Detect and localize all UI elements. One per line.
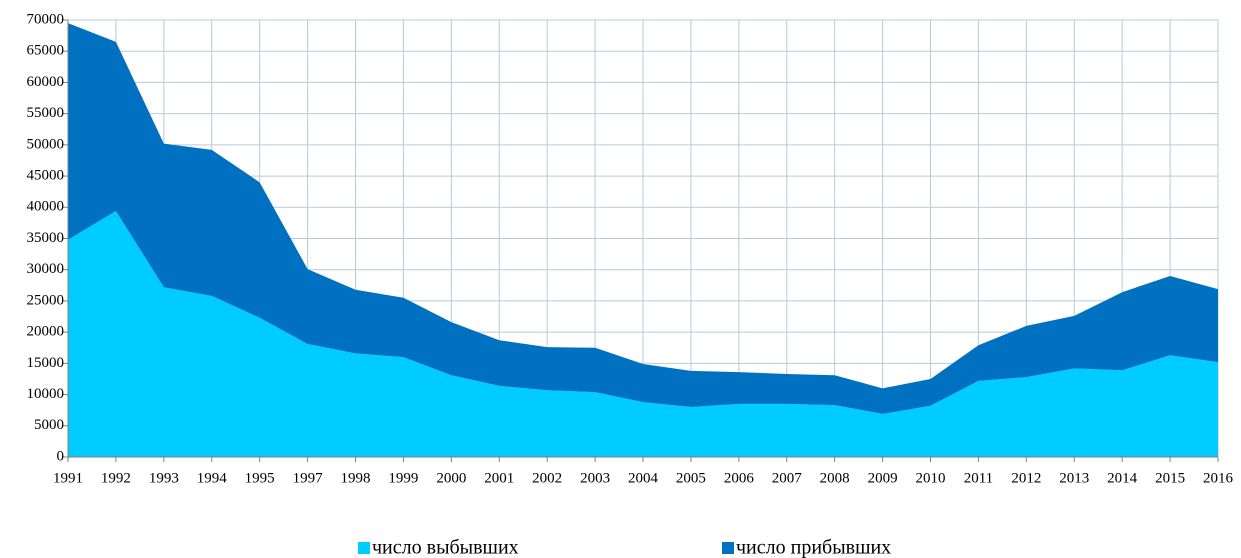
x-tick-label: 2014 [1107, 470, 1138, 486]
y-tick-label: 30000 [27, 261, 65, 277]
legend-swatch [722, 542, 734, 554]
x-tick-label: 2011 [964, 470, 993, 486]
x-tick-label: 1991 [53, 470, 83, 486]
x-tick-label: 1998 [341, 470, 371, 486]
x-tick-label: 2004 [628, 470, 659, 486]
x-tick-label: 2016 [1203, 470, 1234, 486]
y-tick-label: 70000 [27, 11, 65, 27]
x-tick-label: 2012 [1011, 470, 1041, 486]
x-tick-label: 2008 [820, 470, 850, 486]
x-tick-label: 1994 [197, 470, 228, 486]
x-tick-label: 2010 [916, 470, 946, 486]
y-tick-label: 50000 [27, 136, 65, 152]
x-tick-label: 1995 [245, 470, 275, 486]
y-tick-label: 5000 [34, 417, 64, 433]
x-tick-label: 2009 [868, 470, 898, 486]
x-tick-label: 2007 [772, 470, 803, 486]
y-tick-label: 25000 [27, 292, 65, 308]
x-tick-label: 1999 [388, 470, 418, 486]
y-tick-label: 40000 [27, 199, 65, 215]
legend-swatch [358, 542, 370, 554]
x-tick-label: 2015 [1155, 470, 1185, 486]
x-tick-label: 2000 [436, 470, 466, 486]
area [68, 23, 1218, 414]
x-tick-label: 1992 [101, 470, 131, 486]
y-tick-label: 10000 [27, 386, 65, 402]
y-tick-label: 60000 [27, 74, 65, 90]
y-tick-label: 55000 [27, 105, 65, 121]
x-tick-label: 1997 [293, 470, 324, 486]
legend-label: число выбывших [372, 537, 519, 558]
x-tick-label: 2013 [1059, 470, 1089, 486]
y-tick-label: 35000 [27, 230, 65, 246]
y-tick-label: 65000 [27, 43, 65, 59]
x-tick-label: 1993 [149, 470, 179, 486]
x-tick-label: 2006 [724, 470, 755, 486]
area [68, 211, 1218, 457]
y-tick-label: 0 [57, 448, 65, 464]
y-tick-label: 15000 [27, 355, 65, 371]
x-tick-label: 2005 [676, 470, 706, 486]
y-tick-label: 45000 [27, 168, 65, 184]
x-tick-label: 2002 [532, 470, 562, 486]
y-tick-label: 20000 [27, 324, 65, 340]
x-tick-label: 2003 [580, 470, 610, 486]
legend-label: число прибывших [736, 537, 891, 558]
x-tick-label: 2001 [484, 470, 514, 486]
